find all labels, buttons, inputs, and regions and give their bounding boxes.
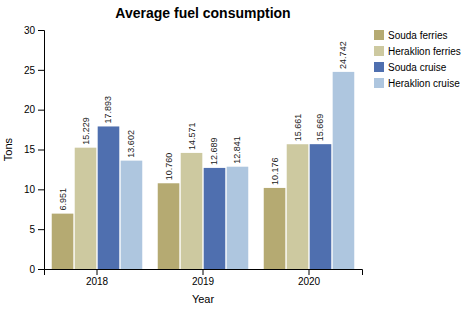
data-label: 15.669 — [315, 114, 325, 142]
legend-item: Heraklion ferries — [374, 46, 461, 57]
legend-swatch — [374, 46, 384, 56]
y-tick: 20 — [24, 104, 44, 115]
y-tick: 5 — [29, 224, 44, 235]
data-label: 24.742 — [338, 41, 348, 69]
bar — [287, 144, 309, 269]
y-tick-label: 25 — [24, 65, 36, 76]
legend-label: Heraklion ferries — [388, 46, 461, 57]
x-axis-line — [45, 270, 363, 276]
bar — [75, 148, 97, 269]
y-tick-mark — [38, 150, 44, 151]
x-tick-label: 2020 — [298, 276, 321, 287]
bar — [52, 214, 74, 269]
x-axis: 2018 2019 2020 — [45, 269, 363, 287]
bar-series — [98, 126, 332, 269]
y-tick: 30 — [24, 25, 44, 36]
legend-label: Heraklion cruise — [388, 78, 460, 89]
bar — [181, 153, 203, 269]
y-tick-label: 20 — [24, 104, 36, 115]
y-tick-mark — [38, 30, 44, 31]
data-label: 10.760 — [164, 153, 174, 181]
data-label: 15.661 — [293, 114, 303, 142]
bar — [158, 183, 180, 269]
x-tick: 2020 — [298, 269, 321, 287]
data-label: 15.229 — [81, 117, 91, 145]
y-tick-label: 15 — [24, 144, 36, 155]
y-tick: 10 — [24, 184, 44, 195]
bar — [204, 168, 226, 269]
legend-label: Souda ferries — [388, 30, 447, 41]
y-tick-mark — [38, 70, 44, 71]
bar-series — [121, 72, 355, 269]
bar — [227, 167, 249, 269]
bar — [333, 72, 355, 269]
data-label: 10.176 — [270, 157, 280, 185]
x-tick-mark — [203, 269, 204, 275]
bar — [121, 161, 143, 269]
legend-swatch — [374, 30, 384, 40]
x-tick-label: 2018 — [86, 276, 109, 287]
plot: 0 5 10 15 20 25 30 2018 2019 2020 6.951 10.760 10.17… — [24, 25, 363, 287]
y-tick: 0 — [29, 264, 44, 275]
bar — [264, 188, 286, 269]
data-label: 14.571 — [187, 122, 197, 150]
y-tick-label: 30 — [24, 25, 36, 36]
y-tick: 15 — [24, 144, 44, 155]
y-axis-line — [38, 31, 45, 270]
legend-label: Souda cruise — [388, 62, 447, 73]
y-axis: 0 5 10 15 20 25 30 — [24, 25, 45, 275]
legend: Souda ferries Heraklion ferries Souda crui… — [374, 30, 461, 89]
data-label: 12.841 — [232, 136, 242, 164]
y-axis-title: Tons — [2, 137, 14, 161]
y-tick-label: 5 — [29, 224, 35, 235]
legend-item: Souda cruise — [374, 62, 447, 73]
x-axis-title: Year — [192, 293, 215, 305]
data-labels: 6.951 10.760 10.176 15.229 14.571 15.661 17.89… — [58, 41, 349, 210]
data-label: 17.893 — [103, 96, 113, 124]
x-tick-mark — [309, 269, 310, 275]
x-tick-label: 2019 — [192, 276, 215, 287]
y-tick-mark — [38, 269, 44, 270]
bar — [98, 126, 120, 269]
y-tick: 25 — [24, 65, 44, 76]
x-tick-mark — [97, 269, 98, 275]
legend-swatch — [374, 62, 384, 72]
chart: 0 5 10 15 20 25 30 2018 2019 2020 6.951 10.760 10.17… — [0, 0, 474, 309]
x-tick: 2019 — [192, 269, 215, 287]
legend-item: Heraklion cruise — [374, 78, 460, 89]
data-label: 13.602 — [126, 130, 136, 158]
data-label: 6.951 — [58, 188, 68, 211]
bar — [310, 144, 332, 269]
y-tick-mark — [38, 189, 44, 190]
x-tick: 2018 — [86, 269, 109, 287]
title: Average fuel consumption — [115, 5, 290, 21]
y-tick-mark — [38, 229, 44, 230]
data-label: 12.689 — [209, 137, 219, 165]
bars — [52, 72, 355, 269]
legend-swatch — [374, 78, 384, 88]
y-tick-mark — [38, 110, 44, 111]
y-tick-label: 0 — [29, 264, 35, 275]
y-tick-label: 10 — [24, 184, 36, 195]
legend-item: Souda ferries — [374, 30, 447, 41]
